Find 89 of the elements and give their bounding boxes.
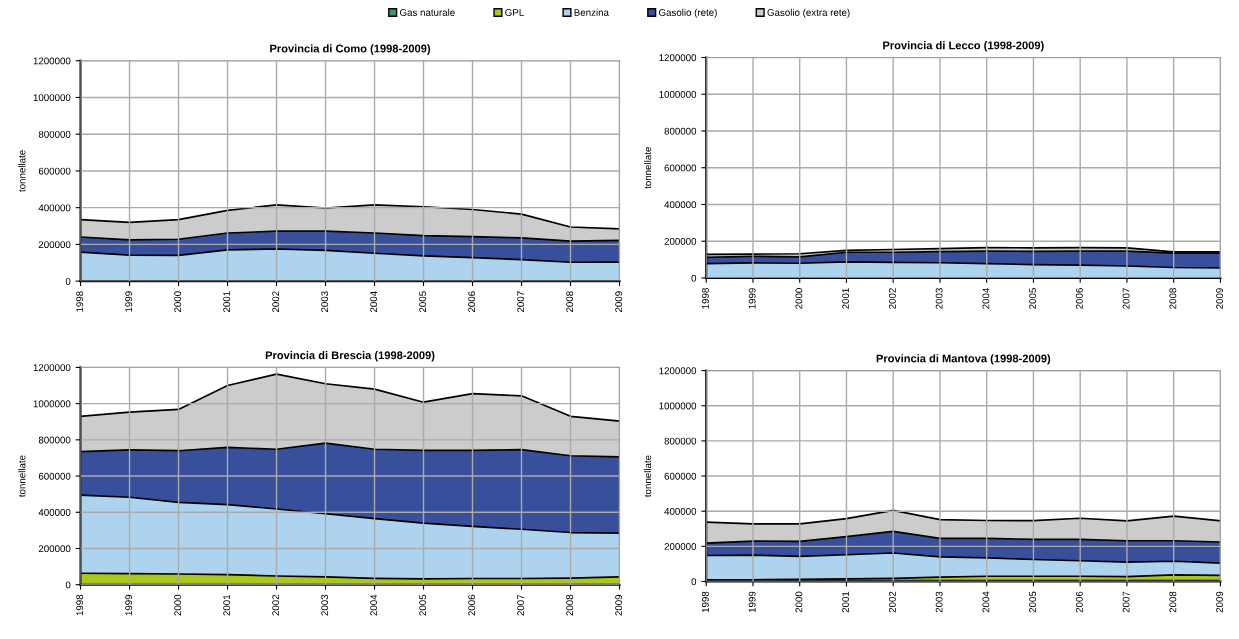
- x-tick-label: 2007: [1122, 288, 1130, 309]
- x-tick-label: 1998: [76, 594, 84, 616]
- y-tick-label: 600000: [38, 472, 71, 480]
- x-tick-label: 2006: [468, 594, 476, 616]
- x-tick-label: 2009: [615, 594, 623, 616]
- x-tick-label: 2003: [321, 291, 329, 313]
- legend-label: Gasolio (rete): [659, 8, 717, 18]
- x-tick-label: 2003: [935, 288, 943, 309]
- x-tick-label: 2004: [982, 591, 990, 613]
- x-tick-label: 2000: [795, 591, 803, 613]
- legend-label: Gasolio (extra rete): [767, 8, 850, 18]
- y-tick-label: 400000: [38, 509, 71, 516]
- x-tick-label: 2009: [1216, 591, 1224, 613]
- legend-label: GPL: [505, 9, 524, 16]
- x-tick-label: 1999: [748, 288, 756, 309]
- y-tick-label: 1200000: [33, 364, 71, 372]
- y-tick-label: 600000: [664, 472, 697, 480]
- y-tick-label: 200000: [38, 241, 71, 249]
- chart-title: Provincia di Brescia (1998-2009): [265, 351, 435, 362]
- legend-label: Gas naturale: [400, 8, 455, 16]
- y-tick-label: 0: [65, 581, 71, 589]
- x-tick-label: 2001: [842, 591, 850, 613]
- x-tick-label: 2005: [419, 594, 427, 616]
- x-tick-label: 2008: [566, 594, 574, 616]
- x-tick-label: 2007: [517, 594, 525, 616]
- x-tick-label: 2000: [174, 594, 182, 616]
- x-tick-label: 1999: [125, 594, 133, 616]
- y-tick-label: 0: [65, 277, 71, 285]
- x-tick-label: 2003: [935, 591, 943, 613]
- x-tick-label: 1998: [701, 288, 709, 309]
- y-tick-label: 1000000: [33, 400, 71, 408]
- x-tick-label: 2009: [1216, 288, 1224, 309]
- y-axis-title: tonnellate: [18, 150, 26, 192]
- x-tick-label: 2005: [1029, 591, 1037, 613]
- x-tick-label: 1999: [125, 291, 133, 312]
- y-tick-label: 1000000: [659, 90, 697, 98]
- x-tick-label: 2008: [1169, 591, 1177, 613]
- chart-title: Provincia di Como (1998-2009): [270, 44, 431, 55]
- x-tick-label: 2006: [1075, 591, 1083, 613]
- x-tick-label: 2004: [982, 287, 990, 309]
- x-tick-label: 1999: [748, 591, 756, 613]
- y-tick-label: 0: [691, 578, 697, 586]
- y-tick-label: 800000: [38, 130, 71, 138]
- x-tick-label: 2009: [615, 291, 623, 313]
- x-tick-label: 2004: [370, 594, 378, 616]
- y-tick-label: 600000: [664, 164, 697, 172]
- x-tick-label: 2000: [795, 288, 803, 309]
- x-tick-label: 2007: [1122, 591, 1130, 613]
- legend-label: Benzina: [574, 8, 609, 16]
- y-axis-title: tonnellate: [18, 455, 26, 497]
- y-tick-label: 800000: [664, 127, 697, 135]
- x-tick-label: 2001: [223, 594, 231, 616]
- x-tick-label: 2002: [272, 291, 280, 313]
- y-tick-label: 1200000: [659, 367, 697, 375]
- x-tick-label: 2001: [223, 291, 231, 313]
- y-axis-title: tonnellate: [644, 147, 652, 189]
- y-tick-label: 200000: [664, 237, 697, 245]
- y-axis-title: tonnellate: [644, 455, 652, 497]
- y-tick-label: 1000000: [659, 402, 697, 410]
- x-tick-label: 2007: [517, 291, 525, 313]
- x-tick-label: 2005: [1029, 288, 1037, 309]
- y-tick-label: 1200000: [659, 54, 697, 62]
- x-tick-label: 2002: [888, 591, 896, 613]
- y-tick-label: 1000000: [33, 94, 71, 102]
- x-tick-label: 1998: [76, 291, 84, 312]
- y-tick-label: 800000: [38, 436, 71, 444]
- y-tick-label: 1200000: [33, 57, 71, 65]
- y-tick-label: 400000: [38, 204, 71, 212]
- x-tick-label: 2008: [1169, 288, 1177, 309]
- x-tick-label: 2004: [370, 291, 378, 313]
- y-tick-label: 600000: [38, 167, 71, 175]
- y-tick-label: 200000: [664, 543, 697, 550]
- x-tick-label: 2003: [321, 594, 329, 616]
- x-tick-label: 2006: [1075, 288, 1083, 309]
- x-tick-label: 2006: [468, 291, 476, 313]
- y-tick-label: 0: [691, 274, 697, 282]
- x-tick-label: 2002: [888, 288, 896, 309]
- y-tick-label: 200000: [38, 545, 71, 553]
- x-tick-label: 1998: [701, 591, 709, 613]
- x-tick-label: 2001: [842, 288, 850, 309]
- x-tick-label: 2008: [566, 291, 574, 313]
- chart-title: Provincia di Lecco (1998-2009): [883, 41, 1044, 52]
- y-tick-label: 800000: [664, 437, 697, 445]
- x-tick-label: 2005: [419, 291, 427, 313]
- chart-title: Provincia di Mantova (1998-2009): [876, 354, 1051, 365]
- x-tick-label: 2000: [174, 291, 182, 313]
- x-tick-label: 2002: [272, 594, 280, 616]
- y-tick-label: 400000: [664, 507, 697, 515]
- y-tick-label: 400000: [664, 201, 697, 209]
